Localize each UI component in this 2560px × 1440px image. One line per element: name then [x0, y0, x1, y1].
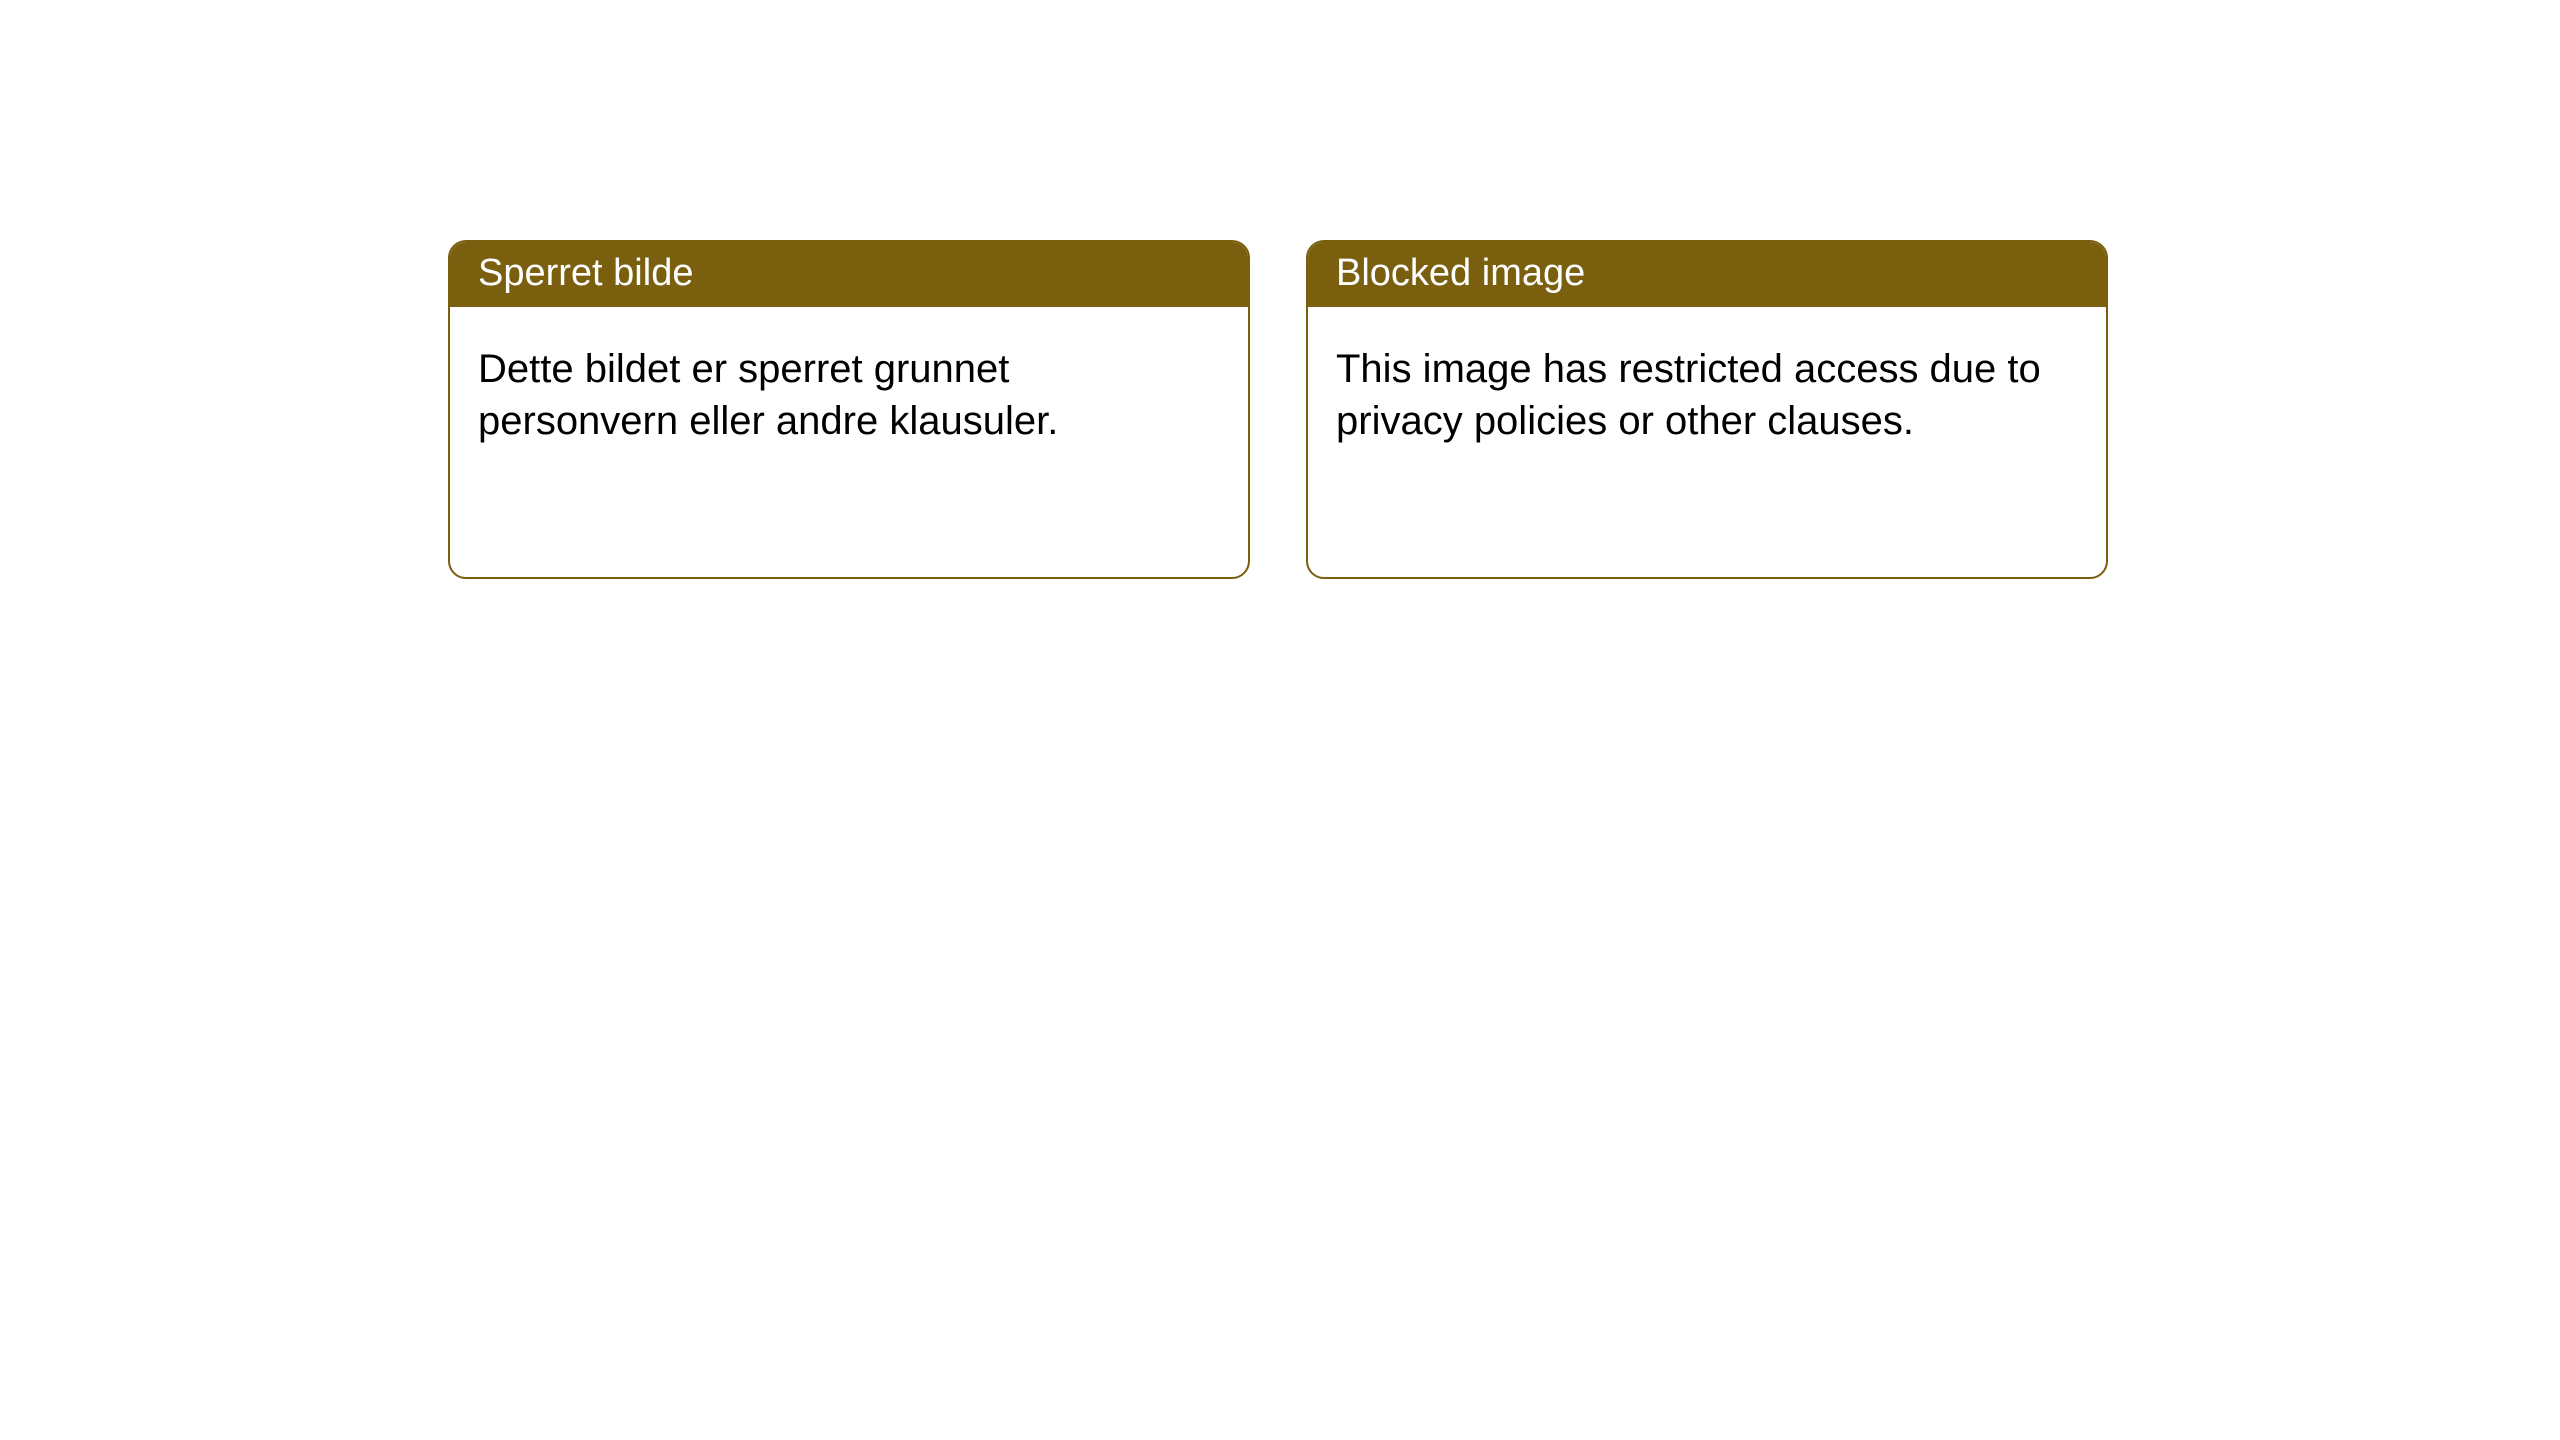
- notice-card-body-text: Dette bildet er sperret grunnet personve…: [478, 343, 1220, 447]
- notice-card-body: This image has restricted access due to …: [1308, 307, 2106, 577]
- notice-card-body: Dette bildet er sperret grunnet personve…: [450, 307, 1248, 577]
- notice-card-title: Blocked image: [1308, 242, 2106, 307]
- notice-card-no: Sperret bilde Dette bildet er sperret gr…: [448, 240, 1250, 579]
- notice-card-title: Sperret bilde: [450, 242, 1248, 307]
- notice-card-en: Blocked image This image has restricted …: [1306, 240, 2108, 579]
- notice-card-title-text: Sperret bilde: [478, 252, 693, 294]
- notice-card-row: Sperret bilde Dette bildet er sperret gr…: [0, 0, 2560, 579]
- notice-card-body-text: This image has restricted access due to …: [1336, 343, 2078, 447]
- notice-card-title-text: Blocked image: [1336, 252, 1585, 294]
